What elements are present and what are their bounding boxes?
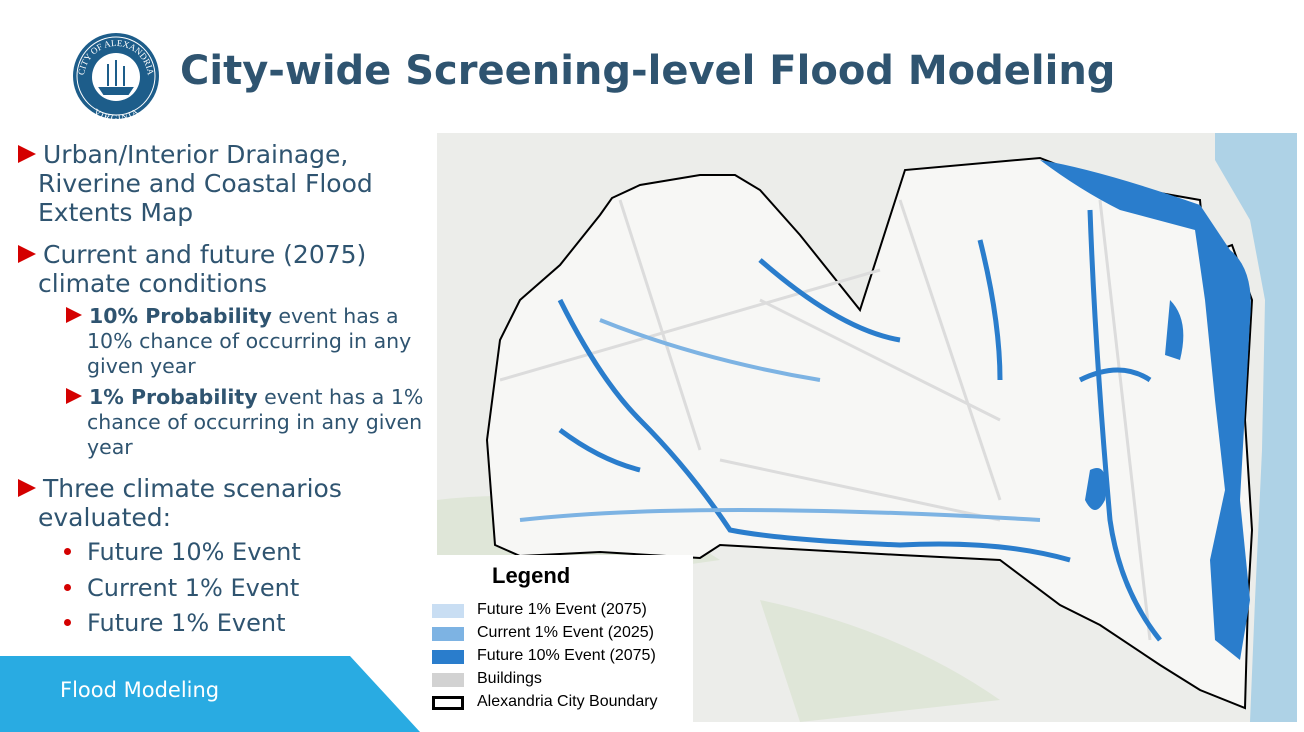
sub-bullet-marker [66, 307, 82, 323]
legend-label: Alexandria City Boundary [477, 693, 658, 710]
sub-bullet-text: event has a 1% chance of occurring in an… [87, 385, 424, 459]
legend-swatch [432, 627, 464, 641]
roads [499, 199, 1152, 641]
seal-ship [98, 60, 134, 95]
sub-bullet-bold: 1% Probability [89, 385, 258, 409]
footer-label: Flood Modeling [60, 678, 220, 702]
seal-ring [76, 36, 156, 116]
river [1215, 133, 1297, 722]
map [437, 133, 1297, 722]
item-marker [64, 548, 71, 555]
flood-streams [557, 209, 1162, 642]
seal-bottom-text: VIRGINIA [92, 106, 140, 123]
item-marker [64, 584, 71, 591]
legend-swatch [432, 650, 464, 664]
coastal-flood [1040, 160, 1251, 660]
bullet: Urban/Interior Drainage, Riverine and Co… [38, 140, 373, 227]
slide-title: City-wide Screening-level Flood Modeling [180, 48, 1116, 94]
sub-bullet-text: event has a 10% chance of occurring in a… [87, 304, 412, 378]
sub-bullet: 10% Probability event has a 10% chance o… [87, 304, 432, 379]
flood-ponds [1085, 300, 1184, 510]
item-marker [64, 619, 71, 626]
bullet: Three climate scenarios evaluated: [38, 474, 342, 532]
scenario-item: Future 1% Event [87, 609, 286, 637]
scenario-item: Future 10% Event [87, 538, 301, 566]
bullet: Current and future (2075) climate condit… [38, 240, 367, 298]
sub-bullet: 1% Probability event has a 1% chance of … [87, 385, 432, 460]
legend-swatch [432, 604, 464, 618]
legend-label: Buildings [477, 670, 542, 687]
legend-swatch [432, 673, 464, 687]
legend-title: Legend [492, 563, 571, 588]
scenario-item: Current 1% Event [87, 574, 300, 602]
legend-swatch [432, 696, 464, 710]
bullet-marker [18, 145, 36, 163]
bullet-marker [18, 245, 36, 263]
legend-label: Current 1% Event (2025) [477, 624, 654, 641]
footer-band [0, 656, 420, 732]
legend: Legend Future 1% Event (2075) Current 1% … [420, 555, 693, 732]
sub-bullet-marker [66, 388, 82, 404]
legend-label: Future 10% Event (2075) [477, 647, 656, 664]
seal: CITY OF ALEXANDRIA VIRGINIA [73, 33, 159, 123]
sub-bullet-bold: 10% Probability [89, 304, 272, 328]
bullet-marker [18, 479, 36, 497]
seal-bottom: VIRGINIA [92, 106, 140, 123]
current-flood [519, 318, 1041, 522]
legend-label: Future 1% Event (2075) [477, 601, 647, 618]
